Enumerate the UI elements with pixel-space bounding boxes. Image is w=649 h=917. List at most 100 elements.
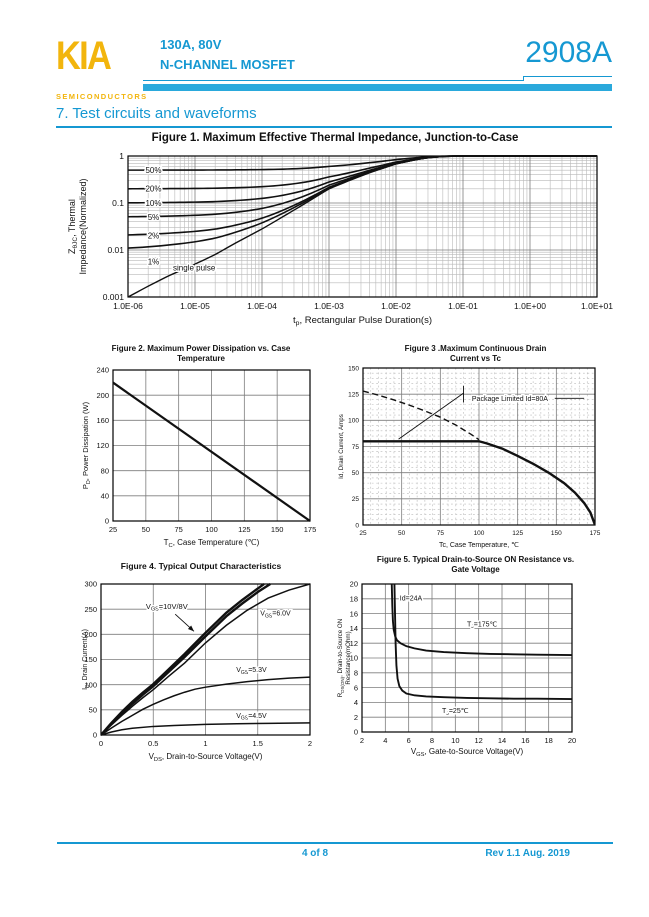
svg-text:100: 100 — [84, 680, 97, 689]
svg-text:75: 75 — [437, 530, 445, 537]
svg-text:125: 125 — [348, 392, 359, 399]
svg-text:12: 12 — [350, 639, 358, 648]
svg-text:1.0E-02: 1.0E-02 — [381, 301, 411, 311]
figure2-power-dissipation-chart: 25 50 75 100 125 150 175 0 40 80 120 160 200 240 TC, C… — [81, 366, 316, 549]
svg-text:8: 8 — [354, 669, 358, 678]
axis-titles: VGS, Gate-to-Source Voltage(V) RDS(ON), D… — [337, 619, 524, 758]
svg-text:1.0E-04: 1.0E-04 — [247, 301, 277, 311]
plot-border — [112, 369, 311, 522]
svg-text:1.0E-06: 1.0E-06 — [113, 301, 143, 311]
svg-text:2: 2 — [354, 713, 358, 722]
device-type: N-CHANNEL MOSFET — [160, 57, 295, 72]
svg-text:TJ=175℃: TJ=175℃ — [467, 621, 498, 630]
svg-text:25: 25 — [109, 525, 117, 534]
svg-text:TJ=25℃: TJ=25℃ — [442, 708, 469, 717]
svg-text:5%: 5% — [148, 213, 160, 222]
tick-labels: 0 0.5 1 1.5 2 0 50 100 150 200 250 300 — [84, 580, 312, 748]
annotations: Id=24A TJ=175℃ TJ=25℃ — [398, 594, 499, 718]
svg-text:75: 75 — [174, 525, 182, 534]
svg-text:150: 150 — [271, 525, 284, 534]
revision-label: Rev 1.1 Aug. 2019 — [485, 848, 570, 859]
svg-text:6: 6 — [354, 683, 358, 692]
figure3-title-line1: Figure 3 .Maximum Continuous Drain — [404, 344, 547, 353]
svg-text:VDS, Drain-to-Source Voltage(V: VDS, Drain-to-Source Voltage(V) — [149, 752, 263, 763]
axis-titles: VDS, Drain-to-Source Voltage(V) ID, Drain… — [82, 629, 263, 763]
svg-text:1: 1 — [203, 739, 207, 748]
svg-text:1.0E-05: 1.0E-05 — [180, 301, 210, 311]
svg-text:0.001: 0.001 — [103, 292, 125, 302]
figure1-title: Figure 1. Maximum Effective Thermal Impe… — [151, 132, 519, 144]
svg-text:1.0E+01: 1.0E+01 — [581, 301, 613, 311]
svg-text:VGS, Gate-to-Source Voltage(V): VGS, Gate-to-Source Voltage(V) — [411, 747, 524, 758]
figure5-title-line2: Gate Voltage — [451, 565, 500, 574]
plot-border — [127, 155, 598, 298]
series-lines — [100, 582, 311, 736]
svg-text:16: 16 — [350, 609, 358, 618]
header-thin-rule-left — [143, 80, 524, 81]
svg-text:single pulse: single pulse — [173, 264, 216, 273]
svg-text:120: 120 — [96, 441, 109, 450]
svg-text:2: 2 — [360, 736, 364, 745]
section-title: 7. Test circuits and waveforms — [56, 105, 257, 122]
svg-text:175: 175 — [304, 525, 317, 534]
plot-border — [362, 367, 596, 526]
svg-text:200: 200 — [96, 391, 109, 400]
header-bar — [143, 84, 612, 91]
svg-text:50%: 50% — [145, 166, 161, 175]
svg-text:2%: 2% — [148, 232, 160, 241]
figure5-title: Figure 5. Typical Drain-to-Source ON Res… — [335, 555, 616, 575]
svg-text:0: 0 — [93, 731, 97, 740]
svg-text:50: 50 — [89, 706, 97, 715]
axis-titles: Tc, Case Temperature, ℃ Id, Drain Current… — [338, 414, 519, 549]
svg-text:16: 16 — [521, 736, 529, 745]
svg-text:tp, Rectangular Pulse Duration: tp, Rectangular Pulse Duration(s) — [293, 315, 432, 327]
svg-text:ID, Drain Current(A): ID, Drain Current(A) — [82, 629, 91, 690]
plot-border — [100, 583, 311, 736]
header-rule-jog — [523, 76, 524, 81]
svg-text:VGS=4.5V: VGS=4.5V — [236, 713, 267, 722]
annotations: 50% 20% 10% 5% 2% 1% single pulse — [144, 164, 217, 274]
svg-text:20: 20 — [568, 736, 576, 745]
svg-text:75: 75 — [352, 444, 360, 451]
svg-text:240: 240 — [96, 366, 109, 375]
axis-titles: TC, Case Temperature (℃) PD, Power Dissip… — [81, 401, 260, 548]
tick-labels: 25 50 75 100 125 150 175 0 40 80 120 160 200 240 — [96, 366, 316, 534]
svg-text:TC, Case Temperature (℃): TC, Case Temperature (℃) — [164, 538, 260, 549]
svg-text:1: 1 — [119, 151, 124, 161]
svg-text:RDS(ON), Drain-to-Source ON: RDS(ON), Drain-to-Source ON — [337, 619, 345, 697]
svg-text:18: 18 — [350, 595, 358, 604]
svg-text:1.5: 1.5 — [253, 739, 263, 748]
svg-text:25: 25 — [359, 530, 367, 537]
svg-text:0: 0 — [99, 739, 103, 748]
part-number: 2908A — [525, 36, 612, 69]
axis-titles: tp, Rectangular Pulse Duration(s) ZθJC, T… — [67, 178, 432, 326]
svg-text:0: 0 — [105, 517, 109, 526]
svg-text:Resistance(mOhm): Resistance(mOhm) — [345, 631, 352, 684]
svg-text:125: 125 — [238, 525, 251, 534]
svg-text:4: 4 — [383, 736, 387, 745]
svg-text:ZθJC, Thermal: ZθJC, Thermal — [67, 199, 79, 254]
svg-text:50: 50 — [398, 530, 406, 537]
svg-text:0.5: 0.5 — [148, 739, 158, 748]
svg-text:150: 150 — [84, 655, 97, 664]
svg-text:1.0E-03: 1.0E-03 — [314, 301, 344, 311]
major-grid — [101, 584, 310, 735]
figure3-title-line2: Current vs Tc — [450, 354, 501, 363]
annotations: Package Limited Id=80A — [470, 394, 549, 404]
arrowhead — [187, 625, 195, 632]
svg-text:Package Limited Id=80A: Package Limited Id=80A — [472, 396, 548, 403]
page-number: 4 of 8 — [301, 848, 329, 859]
kia-logo-subtext: SEMICONDUCTORS — [56, 92, 148, 101]
svg-text:2: 2 — [308, 739, 312, 748]
section-underline — [56, 126, 612, 128]
tick-labels: 1.0E-06 1.0E-05 1.0E-04 1.0E-03 1.0E-02 1.0E-… — [103, 151, 614, 311]
device-rating: 130A, 80V — [160, 37, 222, 52]
svg-text:Id=24A: Id=24A — [400, 596, 423, 603]
series-lines — [390, 583, 573, 701]
svg-text:100: 100 — [348, 418, 359, 425]
svg-text:10: 10 — [350, 654, 358, 663]
major-grid — [113, 370, 310, 521]
